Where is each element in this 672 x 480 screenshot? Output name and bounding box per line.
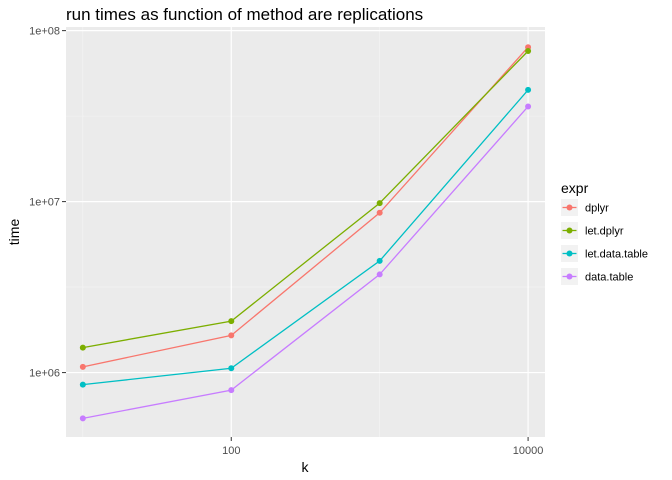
data-point-let.dplyr bbox=[525, 48, 532, 55]
x-tick-label: 100 bbox=[222, 445, 240, 457]
data-point-let.dplyr bbox=[228, 318, 235, 325]
series-line-dplyr bbox=[82, 46, 529, 368]
legend-key-point bbox=[566, 273, 573, 280]
x-axis-title: k bbox=[302, 459, 310, 475]
y-tick-label: 1e+07 bbox=[29, 197, 60, 209]
data-point-let.data.table bbox=[228, 365, 235, 372]
legend-items: dplyr let.dplyr let.data.table data.table bbox=[561, 199, 648, 285]
grid-lines bbox=[66, 27, 545, 437]
series-line-let.data.table bbox=[82, 89, 529, 386]
legend-key-point bbox=[566, 204, 573, 211]
data-point-data.table bbox=[525, 103, 532, 110]
data-point-dplyr bbox=[376, 209, 383, 216]
series-line-let.dplyr bbox=[82, 50, 529, 349]
series-layer bbox=[79, 44, 532, 422]
y-tick-label: 1e+08 bbox=[29, 26, 60, 38]
legend-label-data.table: data.table bbox=[585, 272, 633, 284]
y-tick-label: 1e+06 bbox=[29, 368, 60, 380]
legend-label-let.dplyr: let.dplyr bbox=[585, 226, 624, 238]
chart-title: run times as function of method are repl… bbox=[66, 5, 423, 24]
legend-title: expr bbox=[561, 180, 589, 196]
data-point-let.dplyr bbox=[376, 200, 383, 207]
data-point-data.table bbox=[376, 271, 383, 278]
plot-panel bbox=[66, 27, 545, 437]
legend-key-point bbox=[566, 227, 573, 234]
data-point-data.table bbox=[79, 415, 86, 422]
y-axis-title: time bbox=[6, 219, 22, 246]
data-point-let.data.table bbox=[376, 257, 383, 264]
series-line-data.table bbox=[82, 106, 529, 419]
data-point-let.data.table bbox=[525, 86, 532, 93]
x-tick-label: 10000 bbox=[513, 445, 544, 457]
axis-ticks: 100 10000 1e+06 1e+07 1e+08 bbox=[29, 26, 543, 457]
data-point-data.table bbox=[228, 387, 235, 394]
legend-label-let.data.table: let.data.table bbox=[585, 249, 648, 261]
legend-key-point bbox=[566, 250, 573, 257]
data-point-dplyr bbox=[79, 363, 86, 370]
legend-label-dplyr: dplyr bbox=[585, 203, 609, 215]
legend: expr dplyr let.dplyr let.data.table data.ta… bbox=[561, 180, 648, 285]
data-point-let.dplyr bbox=[79, 344, 86, 351]
data-point-let.data.table bbox=[79, 381, 86, 388]
data-point-dplyr bbox=[228, 332, 235, 339]
